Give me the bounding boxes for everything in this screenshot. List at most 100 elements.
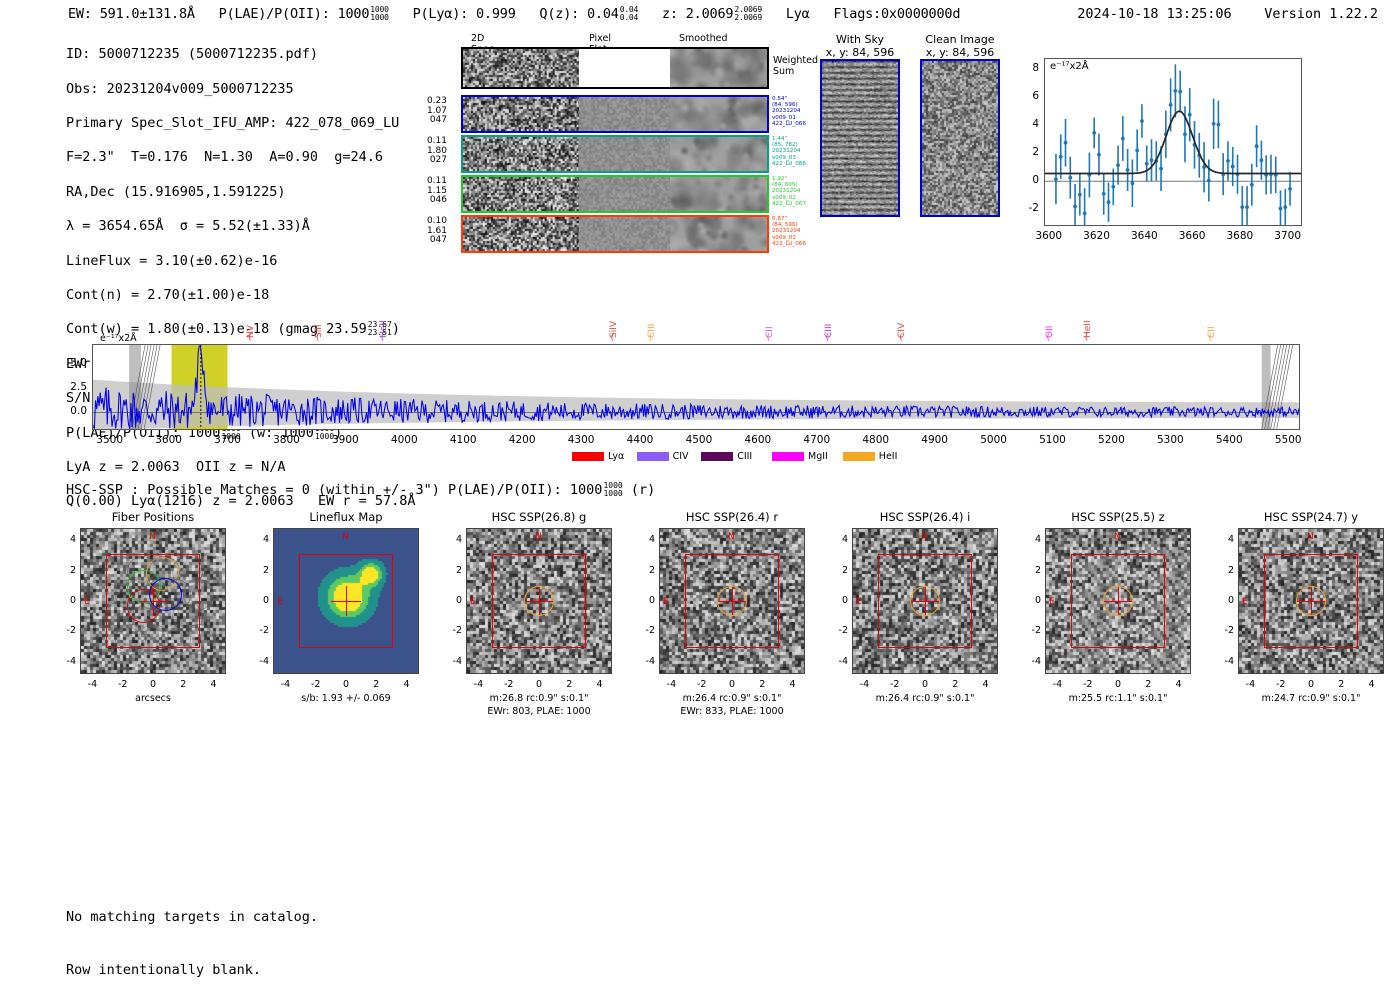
cutout-ytick: 2 <box>1227 564 1234 576</box>
cutout-title: HSC SSP(26.8) g <box>491 510 587 524</box>
info-line-lineflux: LineFlux = 3.10(±0.62)e-16 <box>66 252 278 269</box>
line-fit-xtick: 3660 <box>1178 230 1206 242</box>
spec2d-row-meta: 1.44" (85, 782) 20231204 v009_03 422_LU_… <box>772 136 806 167</box>
line-fit-xtick: 3680 <box>1226 230 1254 242</box>
compass-north-icon: N <box>535 532 542 542</box>
sky-panel-image <box>820 59 900 217</box>
cutout-ytick: 2 <box>262 564 269 576</box>
cutout-ytick: -2 <box>259 625 269 637</box>
full-spectrum-xtick: 4200 <box>508 434 536 446</box>
spec2d-cell-noise <box>463 217 580 251</box>
info-line-radec: RA,Dec (15.916905,1.591225) <box>66 183 286 200</box>
full-spectrum-xtick: 5200 <box>1098 434 1125 446</box>
header-meta: 2024-10-18 13:25:06 Version 1.22.2 <box>1077 6 1378 22</box>
emission-line-bracket: ( <box>1046 333 1051 343</box>
cutout-title: HSC SSP(24.7) y <box>1263 510 1359 524</box>
info-contw-end: ) <box>391 321 400 338</box>
header-line-id: Lyα <box>785 6 810 22</box>
full-spectrum-xtick: 5300 <box>1156 434 1184 446</box>
spec2d-row-value: 1.15 <box>426 185 447 196</box>
line-fit-xtick: 3640 <box>1130 230 1158 242</box>
legend-label: CIV <box>672 451 689 462</box>
full-spectrum-plot <box>93 345 1299 429</box>
cutout-ytick: 4 <box>262 534 269 546</box>
cutout-xtick: -2 <box>503 679 514 690</box>
compass-east-icon: E <box>1049 596 1055 607</box>
fiber-grid-circle <box>183 624 214 656</box>
sky-panel-image <box>920 59 1000 217</box>
full-spectrum-xtick: 5000 <box>980 434 1007 446</box>
emission-line-bracket: ( <box>315 333 320 343</box>
spec2d-weighted-sum-row <box>461 47 769 89</box>
full-spectrum-ytick: 0.0 <box>70 405 87 418</box>
emission-line-bracket: ( <box>648 333 653 343</box>
full-spectrum-xtick: 4300 <box>567 434 595 446</box>
cutout-caption-2: EWr: 833, PLAE: 1000 <box>680 706 784 717</box>
spec2d-row-value: 1.07 <box>426 105 447 116</box>
legend-swatch <box>572 452 604 461</box>
cutout-xtick: -4 <box>280 679 291 690</box>
spec2d-row-value: 046 <box>429 195 447 205</box>
legend-swatch <box>842 452 875 461</box>
spec2d-cell-smooth <box>670 177 768 211</box>
sky-panel-name: Clean Image <box>925 33 995 46</box>
spectrum-legend-item: CIV <box>636 451 689 462</box>
cutout-ytick: 2 <box>1034 564 1041 576</box>
spec2d-row-meta: 0.54" (84, 596) 20231204 v009_01 422_LU_… <box>772 96 806 127</box>
legend-swatch <box>701 452 734 461</box>
cutout-title: HSC SSP(26.4) i <box>879 510 971 524</box>
line-fit-ytick: 8 <box>1032 62 1039 75</box>
spec2d-fiber-row <box>461 175 769 213</box>
full-spectrum-xtick: 5400 <box>1215 434 1243 446</box>
full-spectrum-xtick: 4000 <box>390 434 418 446</box>
cutout-ytick: 2 <box>648 564 655 576</box>
sky-panel-title: Clean Image x, y: 84, 596 <box>898 33 1022 59</box>
info-line-id: ID: 5000712235 (5000712235.pdf) <box>66 46 318 63</box>
spec2d-weighted-sum-label: Weighted Sum <box>773 55 818 77</box>
hsc-header: HSC-SSP : Possible Matches = 0 (within +… <box>66 481 655 499</box>
info-plae-end: ) <box>334 424 343 441</box>
emission-line-bracket: ( <box>825 333 830 343</box>
compass-north-icon: N <box>921 532 928 542</box>
full-spectrum-ytick: 2.5 <box>70 380 87 393</box>
spec2d-row-value: 0.11 <box>426 176 447 186</box>
full-spectrum-xtick: 5100 <box>1039 434 1066 446</box>
cutout-ytick: 4 <box>1034 534 1041 546</box>
cutout-xtick: 4 <box>403 679 410 690</box>
cutout-xtick: -2 <box>1275 679 1286 690</box>
spec2d-row-meta: 1.92" (84, 605) 20231204 v009_02 422_LU_… <box>772 176 806 207</box>
cutout-xtick: 0 <box>149 679 157 690</box>
info-plae-lo1: 1000 <box>221 431 241 441</box>
cutout-ytick: 2 <box>841 564 848 576</box>
cutout-xtick: 4 <box>210 679 217 690</box>
spec2d-ws-cell-smooth <box>670 49 768 87</box>
legend-label: Lyα <box>608 451 625 462</box>
compass-east-icon: E <box>1242 596 1248 607</box>
spec2d-fiber-row <box>461 215 769 253</box>
spec2d-row-values: 0.11 1.15 046 <box>421 176 447 206</box>
cutout-xtick: -2 <box>117 679 128 690</box>
aperture-circle <box>1102 585 1134 617</box>
cutout-title: Lineflux Map <box>309 510 383 524</box>
spec2d-row-value: 0.23 <box>426 96 447 106</box>
cutout-xtick: 4 <box>1368 679 1375 690</box>
spec2d-ws-cell-noise <box>463 49 580 87</box>
emission-line-bracket: ( <box>1208 333 1213 343</box>
hsc-header-lo: 1000 <box>603 489 623 498</box>
cutout-ytick: -2 <box>1224 625 1234 637</box>
cutout-xtick: 0 <box>342 679 350 690</box>
info-line-q: Q(0.00) Lyα(1216) z = 2.0063 EW r = 57.8… <box>66 493 416 510</box>
cutout-xtick: 2 <box>180 679 187 690</box>
spec2d-fiber-row <box>461 95 769 133</box>
cutout-title: Fiber Positions <box>111 510 195 524</box>
full-spectrum-xtick: 3900 <box>332 434 359 446</box>
spec2d-cell-flat <box>579 137 671 171</box>
hsc-header-hi: 1000 <box>603 481 623 490</box>
full-spectrum-xtick: 3800 <box>273 434 300 446</box>
cutout-ytick: -4 <box>645 655 655 667</box>
source-info-block: ID: 5000712235 (5000712235.pdf) Obs: 202… <box>66 29 416 528</box>
cutout-ytick: 0 <box>455 595 462 606</box>
cutout-ytick: -4 <box>66 655 76 667</box>
compass-north-icon: N <box>1114 532 1121 542</box>
full-spectrum-xtick: 4400 <box>626 434 654 446</box>
